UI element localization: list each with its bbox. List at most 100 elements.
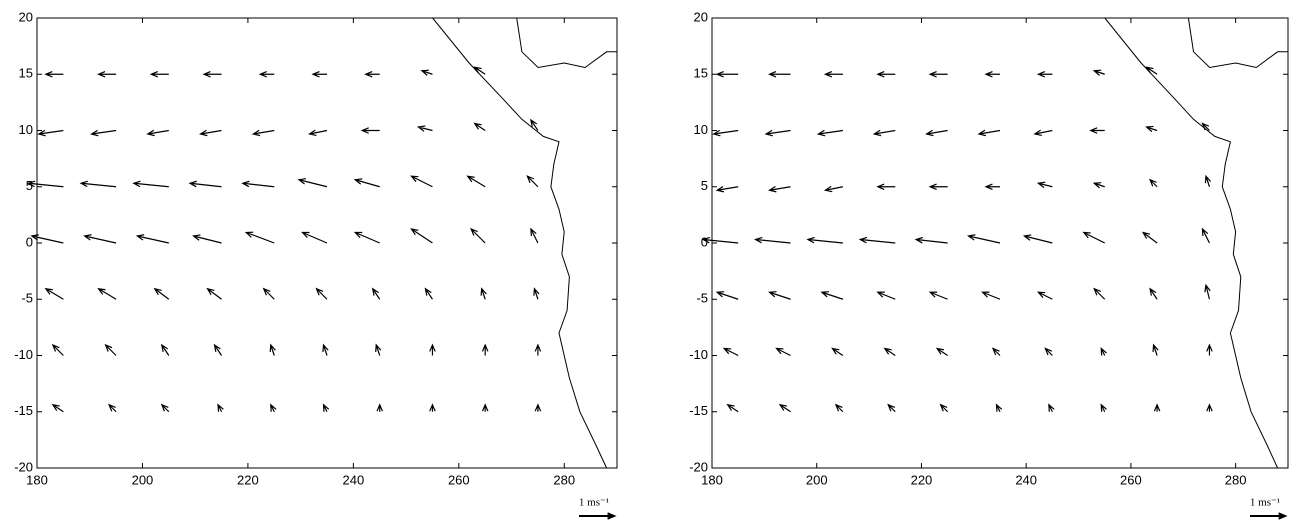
arrow [823, 70, 843, 78]
x-tick-label: 240 [1015, 472, 1037, 487]
arrow [1100, 347, 1107, 356]
arrow [473, 122, 486, 131]
arrow [981, 291, 1001, 300]
arrow [244, 231, 275, 244]
arrow [132, 180, 169, 188]
y-tick-label: -15 [689, 403, 708, 418]
arrow [269, 343, 276, 356]
arrow [51, 343, 64, 356]
y-tick-label: 10 [19, 122, 33, 137]
arrow [712, 129, 739, 137]
arrow [44, 70, 64, 78]
arrow [199, 129, 222, 137]
arrow [376, 403, 384, 412]
arrow [270, 403, 277, 413]
arrow [534, 343, 542, 356]
arrow [715, 185, 739, 193]
arrow [353, 178, 380, 188]
y-tick-label: -5 [21, 291, 33, 306]
x-tick-label: 180 [26, 472, 48, 487]
arrow [530, 118, 539, 131]
arrow [480, 287, 487, 300]
arrow [1044, 347, 1053, 356]
arrow [311, 70, 327, 78]
arrow [858, 236, 896, 244]
x-tick-label: 280 [1225, 472, 1247, 487]
arrow [315, 287, 328, 300]
arrow [90, 129, 117, 137]
arrow [984, 70, 1000, 78]
x-tick-label: 220 [237, 472, 259, 487]
arrow [715, 70, 739, 78]
coastline [432, 17, 608, 469]
arrow [991, 347, 1001, 356]
x-tick-label: 260 [1120, 472, 1142, 487]
y-tick-label: 10 [694, 122, 708, 137]
arrow [1149, 287, 1158, 300]
x-tick-label: 260 [448, 472, 470, 487]
y-tick-label: 20 [19, 9, 33, 24]
arrow [466, 175, 486, 188]
arrow [530, 227, 539, 244]
arrow [754, 236, 791, 244]
arrow [424, 287, 433, 300]
arrow [768, 185, 791, 193]
arrow [44, 287, 64, 300]
arrow [97, 287, 117, 300]
arrow [533, 287, 540, 300]
arrow [816, 129, 843, 137]
arrow [977, 129, 1001, 137]
y-tick-label: 5 [701, 178, 708, 193]
arrow [1149, 178, 1158, 188]
x-tick-label: 200 [806, 472, 828, 487]
arrow [160, 403, 170, 413]
arrow [307, 129, 328, 136]
arrow [149, 70, 169, 78]
x-tick-label: 180 [701, 472, 723, 487]
arrow [834, 403, 844, 413]
arrow [764, 129, 791, 137]
x-tick-label: 200 [132, 472, 154, 487]
arrow [1082, 231, 1105, 244]
arrow [160, 343, 170, 356]
arrow [1092, 182, 1105, 189]
arrow [410, 228, 433, 244]
arrow [202, 70, 222, 78]
arrow [806, 236, 843, 244]
arrow [820, 291, 844, 300]
arrow [1204, 174, 1212, 187]
arrow [241, 180, 275, 188]
arrow [416, 125, 433, 132]
arrow [135, 234, 169, 244]
arrow [876, 183, 896, 191]
arrow [322, 403, 330, 413]
arrow [37, 129, 64, 137]
arrow [1153, 403, 1161, 412]
arrow [297, 178, 328, 188]
arrow [473, 66, 486, 75]
arrow [526, 175, 539, 188]
arrow [722, 347, 739, 357]
arrow [831, 347, 844, 356]
arrow [928, 70, 948, 78]
arrow [192, 234, 222, 244]
arrow [79, 180, 117, 188]
arrow [1152, 343, 1159, 356]
arrow [420, 69, 433, 76]
arrow [534, 403, 542, 412]
x-tick-label: 220 [911, 472, 933, 487]
arrow [262, 287, 275, 300]
y-tick-label: 0 [701, 234, 708, 249]
arrow [51, 403, 64, 413]
arrow [1250, 512, 1288, 520]
arrow [876, 291, 896, 300]
arrow [213, 343, 223, 356]
x-tick-label: 280 [553, 472, 575, 487]
arrow [883, 347, 896, 356]
y-tick-label: -10 [14, 347, 33, 362]
arrow [410, 175, 433, 188]
arrow [429, 403, 436, 412]
arrow [726, 403, 739, 413]
